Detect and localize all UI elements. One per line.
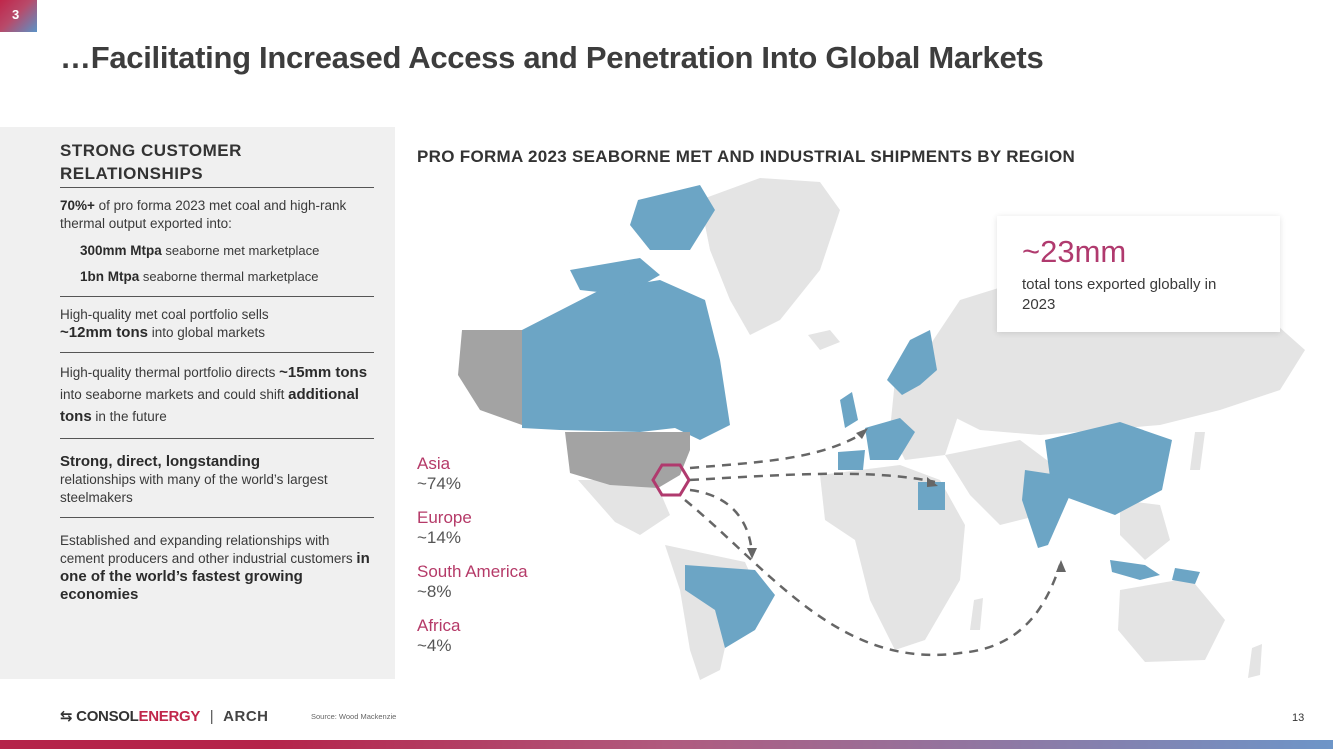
divider [60, 187, 374, 188]
slide-number-badge: 3 [0, 0, 37, 32]
legend-label: Africa [417, 616, 461, 635]
slide-number: 3 [12, 7, 20, 22]
steelmakers-text: relationships with many of the world’s l… [60, 472, 328, 505]
page-number: 13 [1292, 712, 1305, 724]
thermal-portfolio-text2: into seaborne markets and could shift [60, 387, 289, 402]
divider [60, 438, 374, 439]
met-market-size: 300mm Mtpa [80, 243, 162, 258]
consol-wordmark: CONSOL [76, 708, 139, 725]
export-total-card: ~23mm total tons exported globally in 20… [997, 216, 1280, 332]
legend-africa: Africa ~4% [417, 616, 460, 656]
bullet-exports: 70%+ of pro forma 2023 met coal and high… [60, 188, 374, 296]
additional-tons: additional tons [60, 386, 359, 425]
thermal-market-text: seaborne thermal marketplace [139, 269, 319, 284]
legend-asia: Asia ~74% [417, 454, 461, 494]
export-total-value: ~23mm [1022, 234, 1127, 269]
source-note: Source: Wood Mackenzie [311, 712, 397, 721]
legend-value: ~8% [417, 582, 452, 601]
met-portfolio-text2: into global markets [147, 325, 266, 340]
bullet-steelmakers: Strong, direct, longstanding relationshi… [60, 439, 374, 517]
thermal-portfolio-text3: in the future [91, 409, 167, 424]
route-egypt [689, 472, 936, 484]
consol-logo-icon: ⇆ [60, 708, 73, 725]
legend-label: Asia [417, 454, 451, 473]
legend-value: ~4% [417, 636, 452, 655]
bullet-thermal-portfolio: High-quality thermal portfolio directs ~… [60, 353, 374, 438]
route-brazil [689, 488, 754, 556]
route-europe [689, 430, 866, 470]
route-arrowheads [747, 428, 1066, 572]
panel-heading: STRONG CUSTOMER RELATIONSHIPS [60, 141, 242, 183]
met-portfolio-text: High-quality met coal portfolio sells [60, 307, 269, 322]
legend-south-america: South America ~8% [417, 562, 528, 602]
footer-logos: ⇆ CONSOLENERGY | ARCH [60, 707, 269, 725]
cement-text: Established and expanding relationships … [60, 533, 357, 566]
consol-wordmark-energy: ENERGY [138, 708, 201, 725]
divider [60, 352, 374, 353]
map-title: PRO FORMA 2023 SEABORNE MET AND INDUSTRI… [417, 147, 1076, 166]
divider [60, 296, 374, 297]
thermal-portfolio-text: High-quality thermal portfolio directs [60, 365, 280, 380]
divider [60, 517, 374, 518]
bottom-gradient-bar [0, 740, 1333, 749]
legend-label: Europe [417, 508, 472, 527]
page-title: …Facilitating Increased Access and Penet… [60, 40, 1044, 75]
land-us [458, 330, 690, 488]
customer-relationships-panel: STRONG CUSTOMER RELATIONSHIPS 70%+ of pr… [0, 127, 395, 679]
thermal-portfolio-tons: ~15mm tons [279, 364, 368, 381]
route-asia [684, 499, 1062, 656]
arch-wordmark: ARCH [223, 708, 269, 725]
legend-value: ~14% [417, 528, 461, 547]
cement-emphasis: in one of the world’s fastest growing ec… [60, 550, 370, 603]
origin-hex-marker [651, 463, 691, 497]
land-highlight [522, 185, 1200, 648]
legend-value: ~74% [417, 474, 461, 493]
legend-label: South America [417, 562, 528, 581]
logo-separator: | [209, 708, 214, 725]
thermal-market-size: 1bn Mtpa [80, 269, 140, 284]
export-share-text: of pro forma 2023 met coal and high-rank… [60, 198, 347, 231]
steelmakers-heading: Strong, direct, longstanding [60, 453, 260, 470]
bullet-met-portfolio: High-quality met coal portfolio sells ~1… [60, 297, 374, 352]
met-market-text: seaborne met marketplace [161, 243, 320, 258]
export-total-desc: total tons exported globally in 2023 [1022, 276, 1217, 313]
shipping-routes [684, 430, 1062, 656]
legend-europe: Europe ~14% [417, 508, 472, 548]
export-share: 70%+ [60, 198, 95, 213]
met-portfolio-tons: ~12mm tons [60, 324, 148, 341]
bullet-cement: Established and expanding relationships … [60, 518, 374, 614]
